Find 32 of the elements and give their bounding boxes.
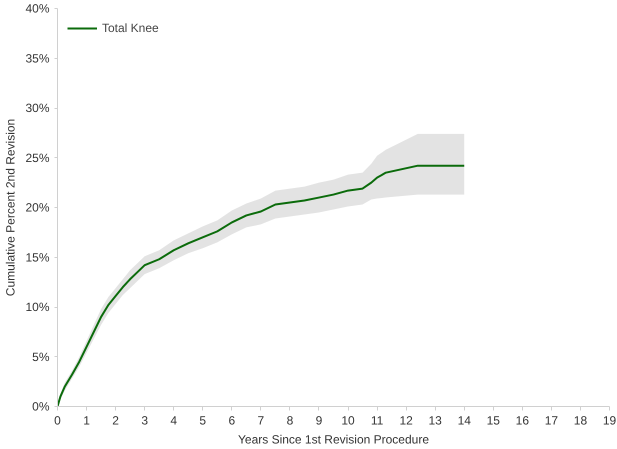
x-tick-label: 0 xyxy=(54,414,62,428)
x-tick-label: 8 xyxy=(286,414,294,428)
x-axis-title: Years Since 1st Revision Procedure xyxy=(238,432,430,446)
x-tick-label: 11 xyxy=(370,414,384,428)
x-tick-label: 6 xyxy=(228,414,236,428)
x-tick-label: 18 xyxy=(574,414,588,428)
x-tick-label: 7 xyxy=(258,414,265,428)
x-tick-label: 9 xyxy=(316,414,323,428)
y-tick-label: 40% xyxy=(25,2,50,16)
x-tick-label: 14 xyxy=(458,414,472,428)
legend-label: Total Knee xyxy=(102,21,159,35)
x-tick-label: 17 xyxy=(544,414,558,428)
y-tick-label: 15% xyxy=(25,250,50,264)
x-tick-label: 4 xyxy=(170,414,178,428)
y-tick-label: 35% xyxy=(25,51,50,66)
x-tick-label: 15 xyxy=(486,414,500,428)
y-tick-label: 0% xyxy=(32,400,50,414)
y-tick-label: 25% xyxy=(25,150,50,165)
y-tick-label: 10% xyxy=(25,300,50,314)
y-tick-label: 20% xyxy=(25,200,50,214)
y-tick-label: 5% xyxy=(32,350,50,364)
x-tick-label: 1 xyxy=(83,414,90,428)
x-tick-label: 10 xyxy=(341,414,356,428)
x-tick-label: 5 xyxy=(199,414,206,428)
y-tick-label: 30% xyxy=(25,101,50,115)
x-tick-label: 16 xyxy=(516,414,530,428)
x-tick-label: 2 xyxy=(112,414,120,428)
y-axis-title: Cumulative Percent 2nd Revision xyxy=(3,118,18,296)
x-tick-label: 13 xyxy=(428,414,442,428)
x-tick-label: 12 xyxy=(399,414,414,428)
x-tick-label: 19 xyxy=(602,414,616,428)
x-tick-label: 3 xyxy=(141,414,148,428)
